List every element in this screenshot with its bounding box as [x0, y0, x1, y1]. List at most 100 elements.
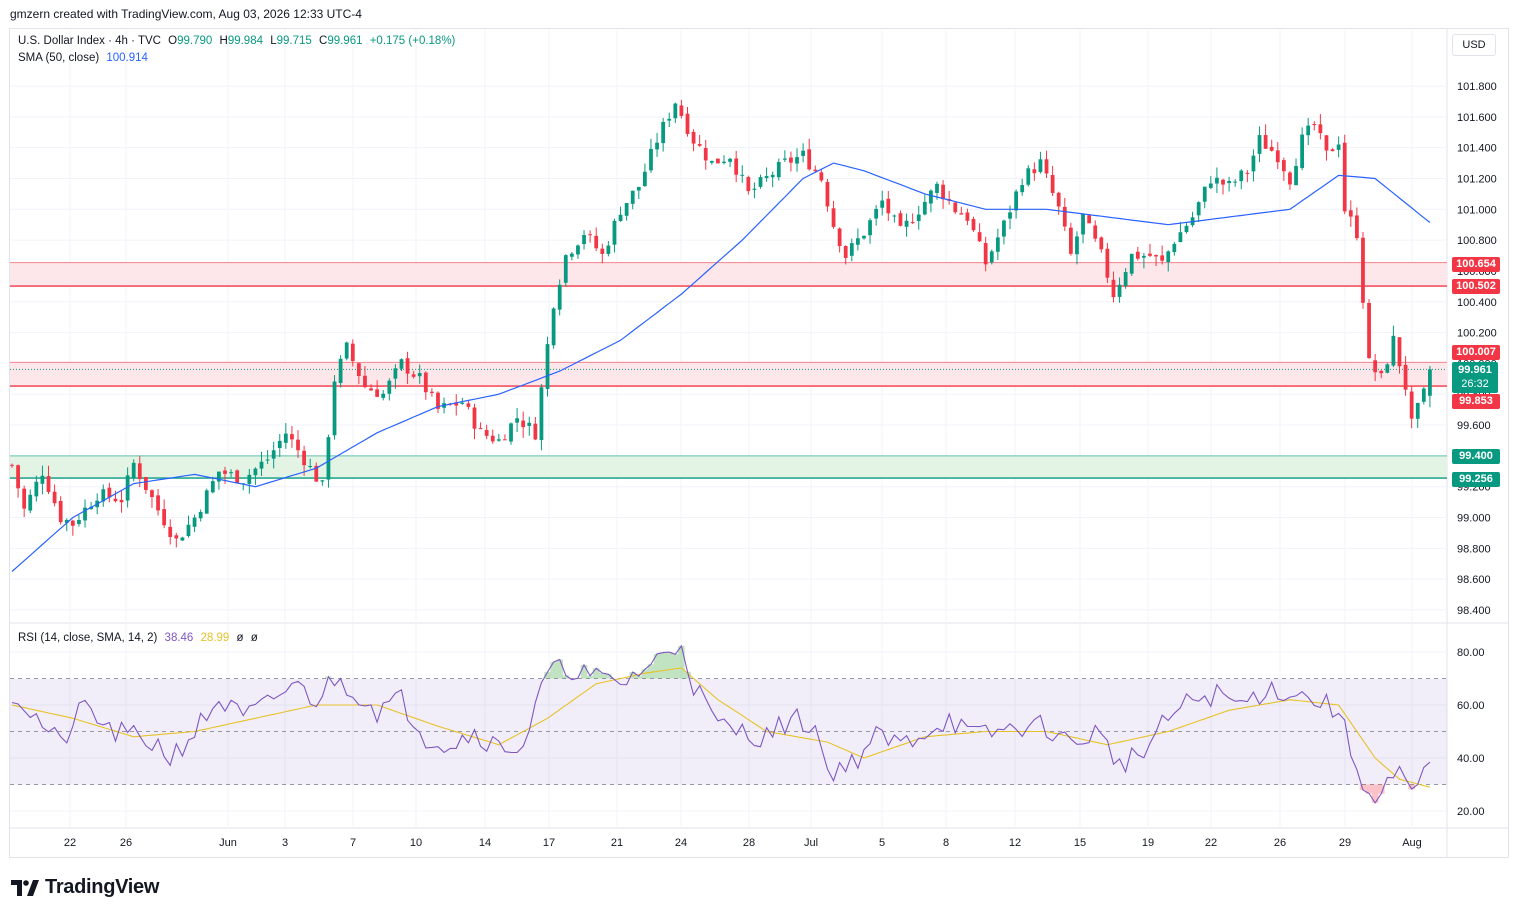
candle-body [880, 200, 885, 208]
candle-body [1002, 220, 1006, 237]
candle-body [770, 174, 775, 178]
candle-body [454, 402, 459, 406]
candle-body [460, 402, 465, 404]
price-tick-label: 99.600 [1457, 420, 1491, 432]
candle-body [290, 434, 294, 440]
price-tag-99400: 99.400 [1452, 449, 1500, 464]
candle-body [661, 122, 666, 144]
candle-body [636, 186, 641, 191]
candle-body [582, 235, 586, 245]
rsi-tick-label: 40.00 [1457, 753, 1485, 765]
candle-body [411, 374, 416, 377]
candle-body [490, 435, 495, 442]
symbol-label[interactable]: U.S. Dollar Index · 4h · TVC [18, 35, 161, 47]
candle-body [283, 433, 288, 443]
candle-body [527, 422, 532, 426]
time-tick-label: 22 [1205, 837, 1217, 849]
candle-body [764, 176, 769, 179]
candle-body [1008, 212, 1012, 219]
zone-resistance-mid [10, 362, 1447, 387]
candle-body [466, 403, 471, 407]
candle-body [137, 463, 142, 480]
candle-body [557, 284, 562, 310]
candle-body [916, 214, 921, 221]
candle-body [1026, 168, 1031, 185]
candle-body [667, 118, 672, 121]
credit-text: gmzern created with TradingView.com, Aug… [10, 7, 362, 21]
candle-body [825, 181, 830, 207]
candle-body [162, 509, 167, 526]
rsi-legend[interactable]: RSI (14, close, SMA, 14, 2) 38.46 28.99 … [18, 632, 262, 644]
candle-body [180, 537, 185, 541]
rsi-band-fill [10, 678, 1447, 785]
time-tick-label: 26 [120, 837, 132, 849]
candle-body [1245, 172, 1250, 174]
open-value: 99.790 [177, 35, 213, 47]
candle-body [40, 475, 45, 484]
candle-body [46, 476, 51, 492]
candle-body [472, 407, 477, 429]
tradingview-logo-icon [11, 879, 39, 896]
currency-button[interactable]: USD [1452, 34, 1496, 56]
candle-body [941, 184, 945, 200]
candle-body [1324, 135, 1329, 151]
candle-body [16, 465, 20, 489]
candle-body [22, 488, 27, 509]
candle-body [131, 462, 136, 478]
candle-body [874, 208, 879, 219]
candle-body [977, 232, 982, 242]
candle-body [1312, 124, 1317, 126]
candle-body [1208, 183, 1213, 188]
candle-body [217, 471, 221, 482]
price-legend: U.S. Dollar Index · 4h · TVC O99.790 H99… [18, 35, 459, 47]
candle-body [1361, 237, 1365, 303]
candle-body [101, 489, 106, 502]
rsi-extra-2: ø [250, 632, 258, 644]
candle-body [965, 212, 970, 221]
rsi-label: RSI (14, close, SMA, 14, 2) [18, 632, 158, 644]
sma-legend[interactable]: SMA (50, close) 100.914 [18, 52, 152, 64]
candle-body [521, 420, 526, 428]
candle-body [210, 481, 215, 493]
price-tick-label: 101.400 [1457, 143, 1497, 155]
time-tick-label: 22 [64, 837, 76, 849]
candle-body [983, 243, 988, 265]
candle-body [1221, 179, 1225, 185]
candle-body [576, 245, 580, 255]
time-tick-label: 3 [282, 837, 288, 849]
candle-body [1050, 174, 1055, 193]
zones [10, 262, 1447, 479]
candle-body [1385, 364, 1390, 373]
high-label: H [219, 35, 228, 47]
candle-body [503, 439, 507, 441]
candle-body [795, 157, 799, 164]
candle-body [52, 491, 57, 504]
candle-body [143, 476, 148, 490]
candle-body [600, 248, 605, 254]
candle-body [612, 220, 617, 245]
candle-body [734, 158, 739, 175]
candle-body [995, 237, 1000, 252]
chart-frame[interactable] [9, 28, 1509, 858]
sma-value: 100.914 [106, 52, 148, 64]
time-tick-label: Aug [1402, 837, 1422, 849]
rsi-overbought-fill [325, 645, 691, 679]
candle-body [1233, 181, 1238, 183]
candle-body [1202, 186, 1207, 202]
tradingview-logo[interactable]: TradingView [11, 876, 159, 899]
candle-body [58, 500, 63, 523]
candle-body [1129, 253, 1134, 274]
candle-body [655, 142, 659, 150]
candle-body [618, 214, 623, 222]
candle-body [1020, 185, 1025, 193]
price-tick-label: 100.800 [1457, 235, 1497, 247]
time-tick-label: 14 [479, 837, 491, 849]
candle-body [77, 519, 81, 524]
candle-body [649, 148, 653, 171]
candle-body [484, 429, 489, 436]
candle-body [496, 439, 501, 441]
candle-body [302, 450, 306, 466]
candle-body [624, 203, 629, 216]
candle-body [1178, 232, 1183, 243]
